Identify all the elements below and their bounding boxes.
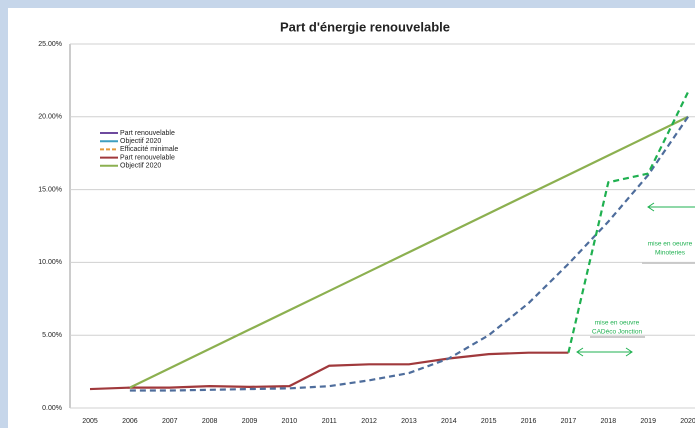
legend-label: Objectif 2020 [120,163,161,170]
series-line [89,351,569,391]
x-tick-label: 2018 [601,418,617,425]
annotation: Minoteries [655,250,686,257]
x-tick-label: 2011 [322,418,337,425]
x-tick-label: 2005 [82,418,98,425]
series-line [129,115,689,389]
x-tick-label: 2006 [122,418,138,425]
series-line [567,91,690,353]
x-tick-label: 2016 [521,418,537,425]
y-tick-label: 10.00% [38,259,62,266]
annotation: mise en oeuvre [595,320,640,327]
arrow-head [647,202,655,212]
y-tick-label: 15.00% [38,186,62,193]
x-tick-label: 2019 [640,418,656,425]
arrow-head [576,347,584,357]
legend-label: Objectif 2020 [120,138,161,145]
chart-title: Part d'énergie renouvelable [280,19,450,34]
annotation: CADéco Jonction [592,329,643,336]
series-line [129,116,689,392]
x-tick-label: 2008 [202,418,218,425]
x-tick-label: 2020 [680,418,695,425]
x-tick-label: 2009 [242,418,258,425]
chart-area [8,8,695,428]
y-tick-label: 5.00% [42,332,62,339]
arrow-head [625,347,633,357]
x-tick-label: 2012 [361,418,377,425]
legend-label: Part renouvelable [120,154,175,161]
x-tick-label: 2014 [441,418,457,425]
annotation: mise en oeuvre [648,241,693,248]
x-tick-label: 2010 [282,418,298,425]
x-tick-label: 2013 [401,418,417,425]
y-tick-label: 0.00% [42,405,62,412]
y-tick-label: 20.00% [38,114,62,121]
x-tick-label: 2007 [162,418,178,425]
x-tick-label: 2015 [481,418,497,425]
legend-label: Part renouvelable [120,130,175,137]
y-tick-label: 25.00% [38,41,62,48]
x-tick-label: 2017 [561,418,577,425]
legend-label: Efficacité minimale [120,146,178,153]
